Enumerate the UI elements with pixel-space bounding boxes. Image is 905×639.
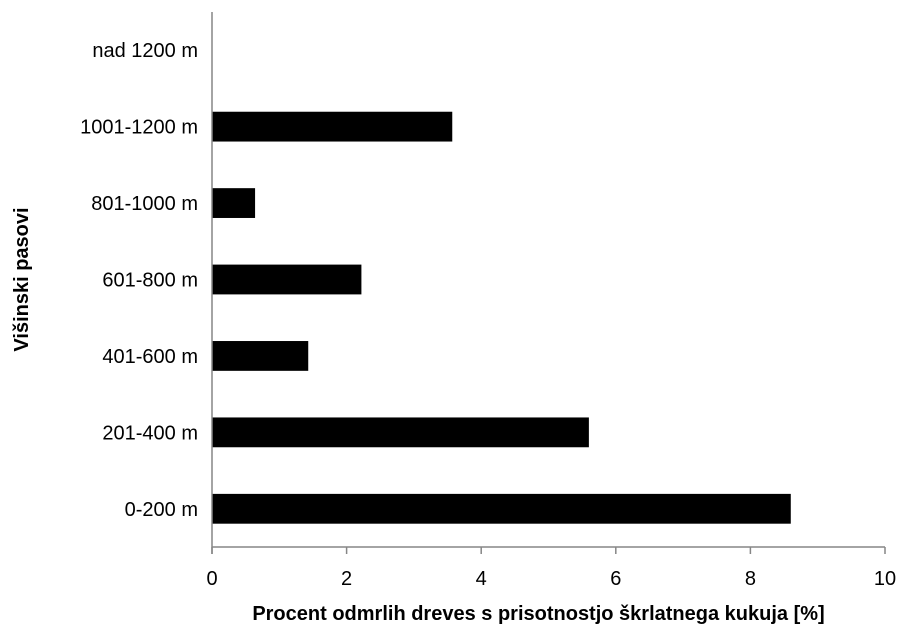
bar-201-400-m <box>212 417 589 448</box>
bars <box>212 111 791 524</box>
bar-401-600-m <box>212 341 309 371</box>
x-tick-label: 8 <box>745 568 756 590</box>
category-label: 0-200 m <box>125 499 198 521</box>
category-label: 401-600 m <box>102 346 198 368</box>
x-tick-label: 0 <box>206 568 217 590</box>
x-tick-label: 6 <box>610 568 621 590</box>
x-tick-label: 10 <box>874 568 896 590</box>
bar-801-1000-m <box>212 188 256 218</box>
category-label: 1001-1200 m <box>80 117 198 139</box>
bar-0-200-m <box>212 493 791 524</box>
x-tick-label: 4 <box>476 568 487 590</box>
bar-601-800-m <box>212 264 362 295</box>
y-axis-title: Višinski pasovi <box>11 207 33 351</box>
category-label: 201-400 m <box>102 422 198 444</box>
x-axis-title: Procent odmrlih dreves s prisotnostjo šk… <box>252 603 824 625</box>
category-labels: 0-200 m 201-400 m 401-600 m 601-800 m 801-10… <box>80 40 198 521</box>
x-tick-label: 2 <box>341 568 352 590</box>
category-label: nad 1200 m <box>92 40 198 62</box>
x-ticks: 0 2 4 6 8 10 <box>206 547 896 590</box>
category-label: 801-1000 m <box>91 193 198 215</box>
category-label: 601-800 m <box>102 270 198 292</box>
bar-1001-1200-m <box>212 111 453 142</box>
